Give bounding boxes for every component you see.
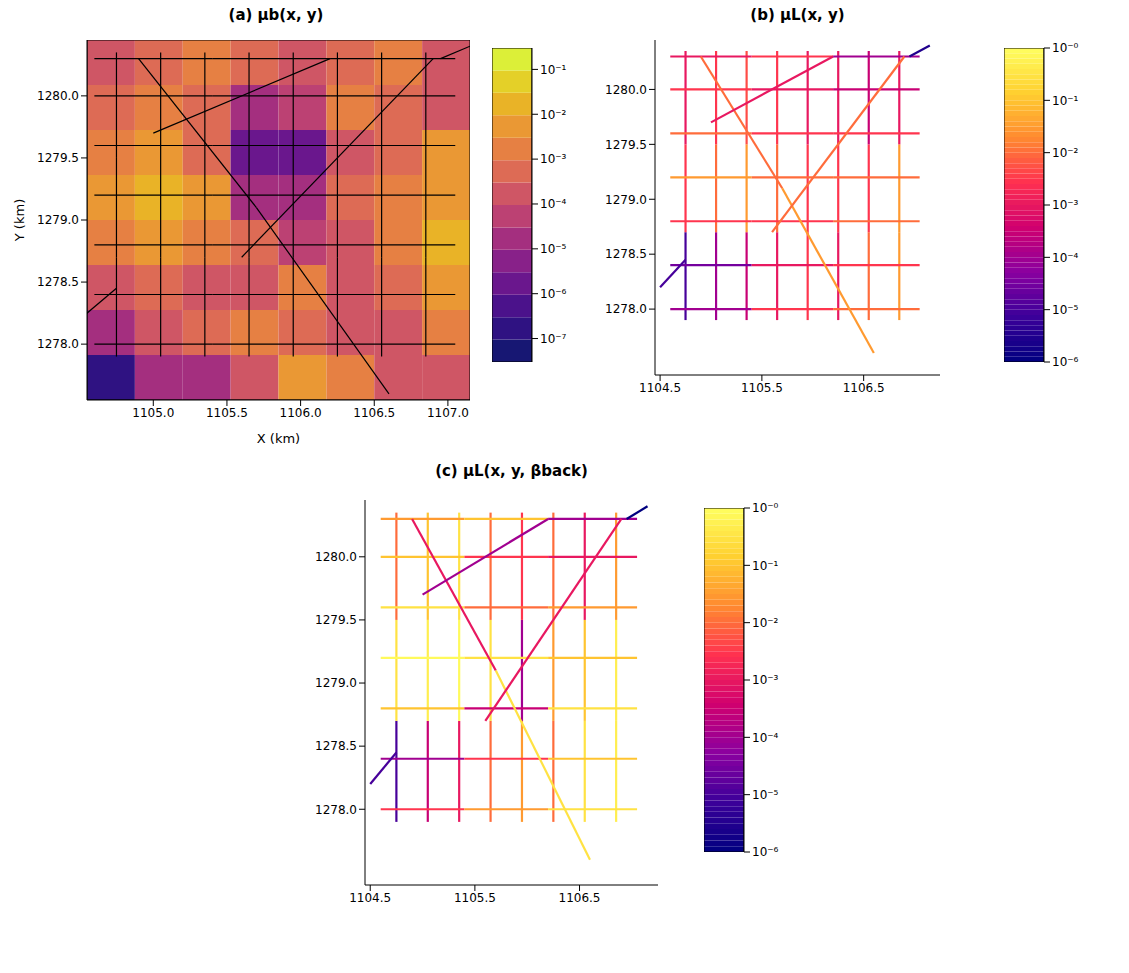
svg-text:1278.0: 1278.0 [37,337,79,351]
svg-text:1279.0: 1279.0 [37,213,79,227]
svg-text:1104.5: 1104.5 [349,891,391,905]
html-text:(a) μb(x, y): (a) μb(x, y) [228,6,324,24]
svg-text:10⁻⁰: 10⁻⁰ [752,501,779,515]
svg-text:1278.0: 1278.0 [315,803,357,817]
svg-text:1279.0: 1279.0 [605,193,647,207]
svg-text:10⁻⁵: 10⁻⁵ [752,788,779,802]
svg-text:1106.5: 1106.5 [843,381,885,395]
svg-text:1278.5: 1278.5 [605,247,647,261]
svg-text:1104.5: 1104.5 [639,381,681,395]
svg-text:1106.5: 1106.5 [559,891,601,905]
svg-text:1279.5: 1279.5 [37,151,79,165]
svg-text:1280.0: 1280.0 [37,89,79,103]
svg-text:1105.5: 1105.5 [741,381,783,395]
svg-text:1105.5: 1105.5 [206,406,248,420]
svg-text:10⁻²: 10⁻² [1052,146,1079,160]
svg-text:1278.5: 1278.5 [315,739,357,753]
html-text:(c) μL(x, y, βback): (c) μL(x, y, βback) [435,462,588,480]
svg-text:10⁻⁵: 10⁻⁵ [540,242,567,256]
svg-text:1105.0: 1105.0 [132,406,174,420]
svg-text:10⁻⁴: 10⁻⁴ [1052,251,1079,265]
svg-text:1280.0: 1280.0 [605,83,647,97]
svg-text:10⁻³: 10⁻³ [752,673,779,687]
svg-text:1279.5: 1279.5 [315,613,357,627]
svg-text:1280.0: 1280.0 [315,550,357,564]
svg-text:10⁻¹: 10⁻¹ [540,63,567,77]
svg-text:10⁻¹: 10⁻¹ [752,559,779,573]
svg-text:1106.0: 1106.0 [280,406,322,420]
svg-text:1278.0: 1278.0 [605,302,647,316]
svg-text:10⁻⁶: 10⁻⁶ [1052,355,1079,369]
svg-text:10⁻⁷: 10⁻⁷ [540,332,567,346]
svg-text:10⁻³: 10⁻³ [540,152,567,166]
svg-text:10⁻⁶: 10⁻⁶ [752,845,779,859]
svg-text:1107.0: 1107.0 [427,406,469,420]
svg-text:1278.5: 1278.5 [37,275,79,289]
svg-text:10⁻⁰: 10⁻⁰ [1052,41,1079,55]
svg-text:1279.5: 1279.5 [605,138,647,152]
svg-text:10⁻⁵: 10⁻⁵ [1052,303,1079,317]
svg-text:10⁻⁴: 10⁻⁴ [540,197,567,211]
svg-text:Y (km): Y (km) [12,199,27,242]
svg-text:10⁻²: 10⁻² [540,108,567,122]
svg-text:1106.5: 1106.5 [353,406,395,420]
svg-text:10⁻²: 10⁻² [752,616,779,630]
svg-text:10⁻³: 10⁻³ [1052,198,1079,212]
svg-text:1279.0: 1279.0 [315,676,357,690]
html-text:(b) μL(x, y): (b) μL(x, y) [750,6,845,24]
svg-text:1105.5: 1105.5 [454,891,496,905]
svg-text:10⁻⁴: 10⁻⁴ [752,731,779,745]
svg-text:10⁻⁶: 10⁻⁶ [540,287,567,301]
svg-text:X (km): X (km) [257,431,300,446]
svg-text:10⁻¹: 10⁻¹ [1052,94,1079,108]
